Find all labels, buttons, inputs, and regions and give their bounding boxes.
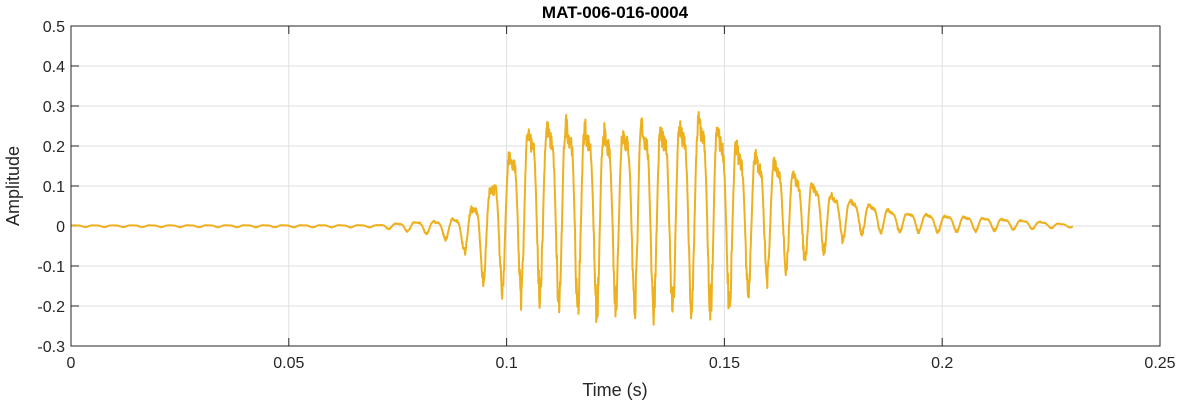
axis-ticks: 0 0.05 0.1 0.15 0.2 0.25 -0.3 -0.2 -0.1 0 0.1 0.2 0.… [37, 19, 1175, 372]
y-tick-label: 0 [56, 219, 65, 236]
y-tick-label: 0.1 [43, 179, 65, 196]
x-tick-label: 0.2 [931, 355, 953, 372]
plot-frame [70, 25, 1161, 347]
y-tick-label: -0.1 [37, 259, 65, 276]
y-tick-label: 0.5 [43, 19, 65, 36]
x-axis-label: Time (s) [582, 380, 647, 400]
x-tick-label: 0.25 [1144, 355, 1175, 372]
series-layer [70, 111, 1074, 326]
chart-title: MAT-006-016-0004 [542, 3, 689, 22]
y-tick-label: -0.3 [37, 339, 65, 356]
y-axis-label: Amplitude [3, 146, 23, 226]
y-tick-label: 0.2 [43, 139, 65, 156]
y-tick-label: 0.3 [43, 99, 65, 116]
x-tick-label: 0.15 [709, 355, 740, 372]
x-tick-label: 0.05 [273, 355, 304, 372]
x-tick-label: 0 [67, 355, 76, 372]
x-tick-label: 0.1 [495, 355, 517, 372]
waveform-series-line [70, 111, 1074, 326]
y-tick-label: 0.4 [43, 59, 65, 76]
y-tick-label: -0.2 [37, 299, 65, 316]
